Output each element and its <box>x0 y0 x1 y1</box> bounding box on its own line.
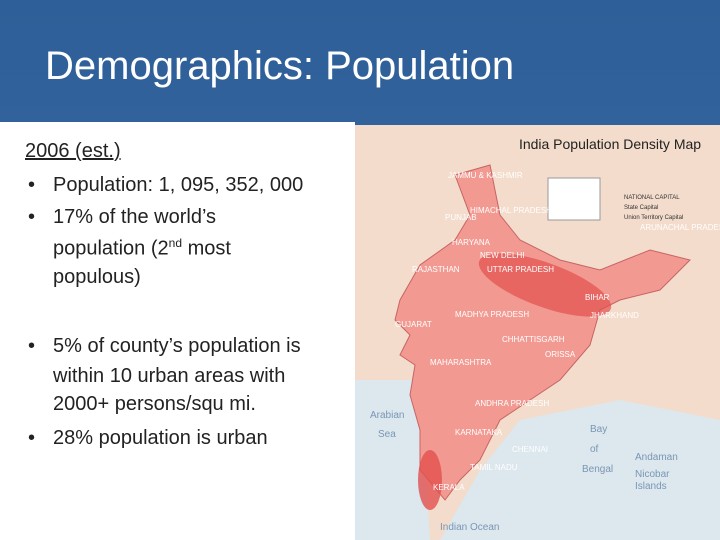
legend-entry: Union Territory Capital <box>624 215 683 221</box>
map-label: Bay <box>590 424 607 435</box>
density-band <box>418 450 442 510</box>
text: population (2 <box>53 237 169 260</box>
slide-title: Demographics: Population <box>45 44 515 88</box>
map-label: ANDHRA PRADESH <box>475 399 549 408</box>
bullet-dot: • <box>28 174 36 196</box>
map-label: UTTAR PRADESH <box>487 265 554 274</box>
map-label: Arabian <box>370 410 404 421</box>
india-shape <box>394 164 691 501</box>
bullet-text: within 10 urban areas with <box>53 365 286 387</box>
map-label: of <box>590 444 599 455</box>
legend-entry: State Capital <box>624 205 658 211</box>
map-label: BIHAR <box>585 293 610 302</box>
legend-box <box>547 177 601 221</box>
bullet-dot: • <box>28 206 36 228</box>
map-label: ORISSA <box>545 350 576 359</box>
bullet-text: population (2nd most <box>53 236 231 261</box>
map-label: HIMACHAL PRADESH <box>470 206 552 215</box>
map-label: RAJASTHAN <box>412 265 460 274</box>
sea <box>355 380 430 540</box>
text-panel <box>0 122 355 540</box>
map-label: TAMIL NADU <box>470 463 518 472</box>
map-label: JHARKHAND <box>590 311 639 320</box>
map-label: KERALA <box>433 483 465 492</box>
map-label: Bengal <box>582 464 613 475</box>
map-title: India Population Density Map <box>519 136 701 152</box>
sea <box>440 400 720 540</box>
map-label: Islands <box>635 481 667 492</box>
bullet-text: 17% of the world’s <box>53 206 217 228</box>
bullet-dot: • <box>28 335 36 357</box>
map-label: Nicobar <box>635 469 670 480</box>
map-label: NEW DELHI <box>480 251 524 260</box>
map-label: KARNATAKA <box>455 428 503 437</box>
map-label: GUJARAT <box>395 320 432 329</box>
map-label: Indian Ocean <box>440 522 500 533</box>
map-label: ARUNACHAL PRADESH <box>640 223 720 232</box>
density-band <box>478 253 612 317</box>
map-label: MAHARASHTRA <box>430 358 492 367</box>
heading: 2006 (est.) <box>25 140 121 162</box>
bullet-text: 2000+ persons/squ mi. <box>53 393 256 415</box>
bullet-dot: • <box>28 427 36 449</box>
text: most <box>182 237 231 260</box>
map: India Population Density Map NATIONAL CAP… <box>355 125 720 540</box>
map-label: Andaman <box>635 452 678 463</box>
bullet-text: 5% of county’s population is <box>53 335 301 357</box>
map-label: CHHATTISGARH <box>502 335 565 344</box>
map-label: MADHYA PRADESH <box>455 310 529 319</box>
bullet-text: populous) <box>53 266 141 288</box>
map-label: PUNJAB <box>445 213 477 222</box>
map-label: HARYANA <box>452 238 491 247</box>
map-label: JAMMU & KASHMIR <box>448 171 523 180</box>
legend-entry: NATIONAL CAPITAL <box>624 195 680 201</box>
superscript: nd <box>168 236 183 250</box>
map-label: Sea <box>378 429 396 440</box>
bullet-text: 28% population is urban <box>53 427 268 449</box>
bullet-text: Population: 1, 095, 352, 000 <box>53 174 304 196</box>
map-label: CHENNAI <box>512 445 548 454</box>
